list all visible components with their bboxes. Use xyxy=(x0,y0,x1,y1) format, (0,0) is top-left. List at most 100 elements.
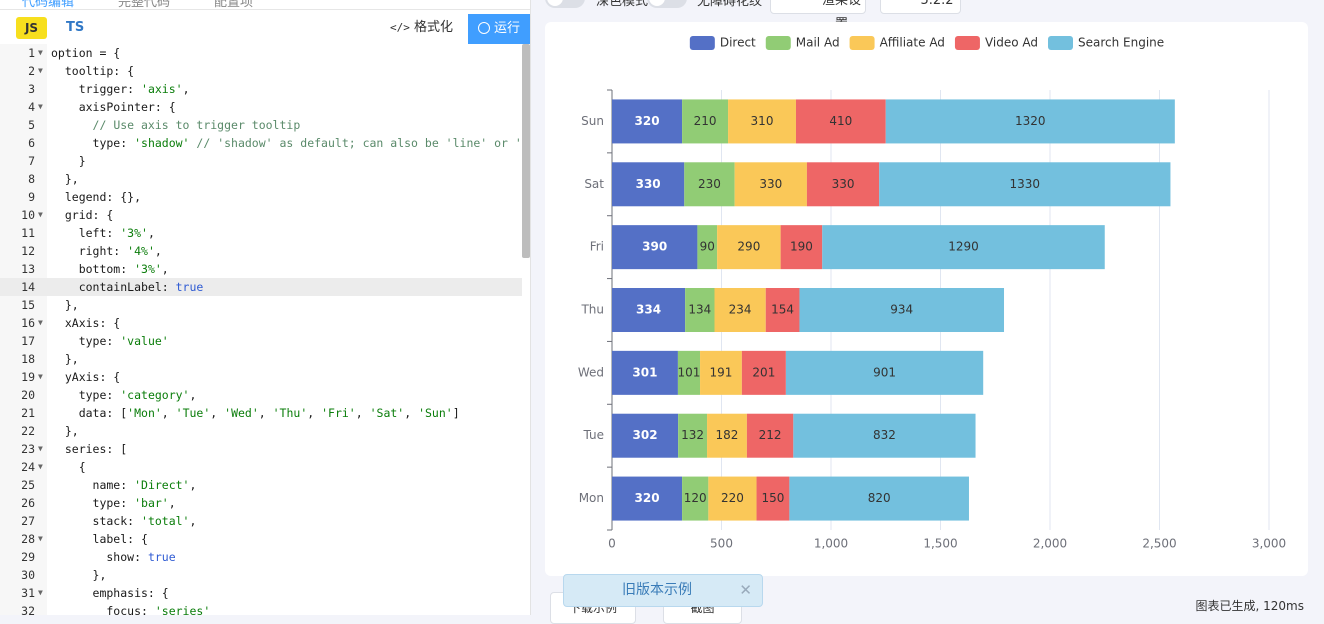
js-button[interactable]: JS xyxy=(16,17,47,39)
code-line: 25 name: 'Direct', xyxy=(0,476,522,494)
format-button[interactable]: </> 格式化 xyxy=(390,20,454,35)
old-examples-toast[interactable]: 旧版本示例 ✕ xyxy=(563,574,763,607)
chart-panel: 0 500 1,000 1,500 2,000 2,500 3,000 Mon 320 120 22… xyxy=(545,22,1308,576)
bar-segment xyxy=(879,162,1171,207)
code-line: 7 } xyxy=(0,152,522,170)
line-number: 18 xyxy=(21,352,35,366)
bar-segment xyxy=(612,162,685,207)
code-line: 1 ▼ option = { xyxy=(0,44,522,62)
line-number: 31 xyxy=(21,586,35,600)
fold-arrow[interactable]: ▼ xyxy=(38,534,43,543)
line-number: 4 xyxy=(28,100,35,114)
fold-arrow[interactable]: ▼ xyxy=(38,66,43,75)
close-icon[interactable]: ✕ xyxy=(739,581,752,599)
fold-arrow[interactable]: ▼ xyxy=(38,318,43,327)
bar-segment xyxy=(789,476,969,521)
bar-segment xyxy=(677,350,701,395)
fold-arrow[interactable]: ▼ xyxy=(38,210,43,219)
fold-arrow[interactable]: ▼ xyxy=(38,102,43,111)
line-number: 24 xyxy=(21,460,35,474)
code-line: 20 type: 'category', xyxy=(0,386,522,404)
line-number: 26 xyxy=(21,496,35,510)
code-line: 3 trigger: 'axis', xyxy=(0,80,522,98)
bar-segment xyxy=(765,288,800,332)
bar-segment xyxy=(741,350,786,395)
bar-label: 150 xyxy=(762,491,785,505)
code-text: show: true xyxy=(51,550,176,564)
tabs: 代码编辑 完整代码 配置项 xyxy=(0,0,530,10)
code-text: { xyxy=(51,460,86,474)
version-select[interactable]: 5.2.2 xyxy=(880,0,961,14)
fold-arrow[interactable]: ▼ xyxy=(38,462,43,471)
code-line: 19 ▼ yAxis: { xyxy=(0,368,522,386)
bar-segment xyxy=(714,288,766,332)
x-tick-label: 2,500 xyxy=(1142,537,1176,551)
bar-segment xyxy=(708,476,757,521)
bar-segment xyxy=(822,225,1105,270)
legend-swatch xyxy=(849,36,875,50)
code-text: }, xyxy=(51,172,79,186)
code-text: focus: 'series' xyxy=(51,604,211,615)
code-line: 6 type: 'shadow' // 'shadow' as default;… xyxy=(0,134,522,152)
code-line: 5 // Use axis to trigger tooltip xyxy=(0,116,522,134)
code-text: right: '4%', xyxy=(51,244,162,258)
decal-toggle[interactable] xyxy=(647,0,687,8)
code-line: 28 ▼ label: { xyxy=(0,530,522,548)
tab[interactable]: 代码编辑 xyxy=(22,0,75,10)
code-text: containLabel: true xyxy=(51,280,204,294)
bar-segment xyxy=(612,288,686,332)
line-number: 20 xyxy=(21,388,35,402)
run-label: 运行 xyxy=(493,21,520,36)
ts-button[interactable]: TS xyxy=(66,20,85,35)
toast-label: 旧版本示例 xyxy=(622,582,692,598)
bar-segment xyxy=(793,413,976,458)
code-text: data: ['Mon', 'Tue', 'Wed', 'Thu', 'Fri'… xyxy=(51,406,460,420)
bar-segment xyxy=(678,413,708,458)
code-line: 11 left: '3%', xyxy=(0,224,522,242)
run-button[interactable]: 运行 xyxy=(468,14,530,44)
dark-mode-toggle[interactable] xyxy=(545,0,585,8)
bar-label: 182 xyxy=(716,428,739,442)
line-number: 5 xyxy=(28,118,35,132)
bar-label: 201 xyxy=(752,365,775,379)
bar-label: 90 xyxy=(700,240,715,254)
code-line: 12 right: '4%', xyxy=(0,242,522,260)
bar-label: 210 xyxy=(694,114,717,128)
bar-segment xyxy=(756,476,790,521)
legend-label: Mail Ad xyxy=(796,36,840,50)
code-text: option = { xyxy=(51,46,121,60)
code-line: 13 bottom: '3%', xyxy=(0,260,522,278)
bar-label: 330 xyxy=(832,177,855,191)
bar-segment xyxy=(684,162,735,207)
y-tick-label: Fri xyxy=(590,240,604,254)
tab[interactable]: 完整代码 xyxy=(118,0,171,10)
x-tick-label: 1,500 xyxy=(923,537,957,551)
tab[interactable]: 配置项 xyxy=(214,0,254,10)
fold-arrow[interactable]: ▼ xyxy=(38,48,43,57)
fold-arrow[interactable]: ▼ xyxy=(38,588,43,597)
code-editor[interactable]: 1 ▼ option = {2 ▼ tooltip: {3 trigger: 'axi… xyxy=(0,44,522,615)
x-tick-label: 500 xyxy=(710,537,733,551)
code-text: }, xyxy=(51,424,79,438)
dark-mode-label: 深色模式 xyxy=(596,0,649,9)
line-number: 22 xyxy=(21,424,35,438)
bar-label: 220 xyxy=(721,491,744,505)
fold-arrow[interactable]: ▼ xyxy=(38,444,43,453)
line-number: 14 xyxy=(21,280,35,294)
status-text: 图表已生成, 120ms xyxy=(1195,599,1304,613)
line-number: 10 xyxy=(21,208,35,222)
legend-label: Direct xyxy=(720,36,756,50)
code-line: 16 ▼ xAxis: { xyxy=(0,314,522,332)
line-number: 25 xyxy=(21,478,35,492)
scrollbar[interactable] xyxy=(522,44,530,258)
code-text: left: '3%', xyxy=(51,226,155,240)
code-line: 32 focus: 'series' xyxy=(0,602,522,615)
code-line: 18 }, xyxy=(0,350,522,368)
code-text: type: 'value' xyxy=(51,334,169,348)
code-text: grid: { xyxy=(51,208,114,222)
y-tick-label: Wed xyxy=(578,365,604,379)
version-label: 5.2.2 xyxy=(920,0,954,8)
render-settings-button[interactable]: 渲染设置 xyxy=(770,0,866,32)
fold-arrow[interactable]: ▼ xyxy=(38,372,43,381)
x-tick-label: 3,000 xyxy=(1252,537,1286,551)
